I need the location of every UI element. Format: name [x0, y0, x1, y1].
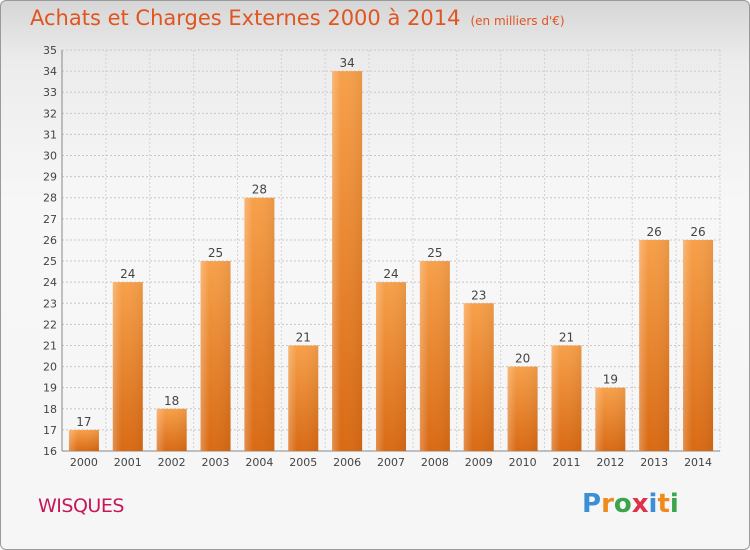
bar-shine — [551, 345, 582, 451]
y-tick-label: 16 — [43, 445, 57, 458]
bar-value-label: 18 — [164, 394, 179, 408]
bar-shine — [683, 239, 714, 451]
x-tick-label: 2007 — [377, 456, 405, 469]
bars — [68, 71, 714, 452]
x-tick-label: 2004 — [245, 456, 273, 469]
y-tick-label: 20 — [43, 361, 57, 374]
bar-value-label: 26 — [690, 225, 705, 239]
bar-value-label: 25 — [427, 246, 442, 260]
chart-subtitle: (en milliers d'€) — [470, 14, 565, 28]
logo-letter: i — [669, 489, 679, 519]
x-tick-label: 2002 — [158, 456, 186, 469]
x-tick-label: 2005 — [289, 456, 317, 469]
logo-letter: o — [613, 489, 632, 519]
y-tick-label: 31 — [43, 128, 57, 141]
labels: 17 2000 24 2001 18 2002 25 2003 28 2004 21 2005 34 20… — [70, 56, 712, 469]
bar-value-label: 19 — [603, 373, 618, 387]
bar-shine — [419, 261, 450, 451]
y-tick-label: 30 — [43, 150, 57, 163]
y-tick-label: 24 — [43, 276, 57, 289]
bar-shine — [507, 366, 538, 451]
bar-shine — [156, 408, 187, 451]
chart-title-block: Achats et Charges Externes 2000 à 2014 (e… — [30, 6, 565, 30]
bar-shine — [112, 282, 143, 451]
x-tick-label: 2000 — [70, 456, 98, 469]
y-tick-label: 26 — [43, 234, 57, 247]
y-tick-label: 17 — [43, 424, 57, 437]
bar-shine — [200, 261, 231, 451]
y-tick-label: 35 — [43, 44, 57, 57]
y-tick-label: 25 — [43, 255, 57, 268]
x-tick-label: 2013 — [640, 456, 668, 469]
logo-letter: r — [601, 489, 614, 519]
x-tick-label: 2001 — [114, 456, 142, 469]
x-tick-label: 2012 — [596, 456, 624, 469]
bar-value-label: 34 — [339, 56, 354, 70]
bar-value-label: 26 — [647, 225, 662, 239]
x-tick-label: 2003 — [202, 456, 230, 469]
y-tick-label: 19 — [43, 382, 57, 395]
logo-letter: x — [631, 489, 649, 519]
logo-letter: t — [657, 489, 670, 519]
bar-shine — [639, 239, 670, 451]
bar-shine — [332, 71, 363, 452]
bar-value-label: 25 — [208, 246, 223, 260]
bar-shine — [68, 429, 99, 451]
bar-value-label: 21 — [296, 330, 311, 344]
bar-value-label: 20 — [515, 352, 530, 366]
y-tick-label: 28 — [43, 192, 57, 205]
bar-value-label: 24 — [383, 267, 398, 281]
y-tick-label: 32 — [43, 107, 57, 120]
y-tick-label: 27 — [43, 213, 57, 226]
bar-value-label: 24 — [120, 267, 135, 281]
x-tick-label: 2006 — [333, 456, 361, 469]
y-tick-label: 23 — [43, 297, 57, 310]
y-tick-label: 18 — [43, 403, 57, 416]
logo-letter: P — [582, 489, 602, 519]
x-tick-label: 2010 — [509, 456, 537, 469]
bar-value-label: 21 — [559, 330, 574, 344]
logo-letter: i — [648, 489, 658, 519]
y-tick-label: 29 — [43, 171, 57, 184]
x-tick-label: 2011 — [552, 456, 580, 469]
x-tick-label: 2008 — [421, 456, 449, 469]
bar-value-label: 23 — [471, 288, 486, 302]
chart-title: Achats et Charges Externes 2000 à 2014 — [30, 6, 461, 30]
bar-shine — [244, 197, 275, 451]
place-name: WISQUES — [38, 495, 124, 517]
bar-shine — [595, 387, 626, 451]
y-tick-label: 21 — [43, 339, 57, 352]
y-tick-label: 34 — [43, 65, 57, 78]
proxiti-logo: Proxiti — [582, 489, 679, 519]
bar-shine — [463, 303, 494, 451]
y-tick-label: 22 — [43, 318, 57, 331]
x-tick-label: 2009 — [465, 456, 493, 469]
x-tick-label: 2014 — [684, 456, 712, 469]
bar-value-label: 28 — [252, 183, 267, 197]
bar-shine — [376, 282, 406, 451]
bar-shine — [288, 345, 319, 451]
y-tick-label: 33 — [43, 86, 57, 99]
bar-value-label: 17 — [76, 415, 91, 429]
